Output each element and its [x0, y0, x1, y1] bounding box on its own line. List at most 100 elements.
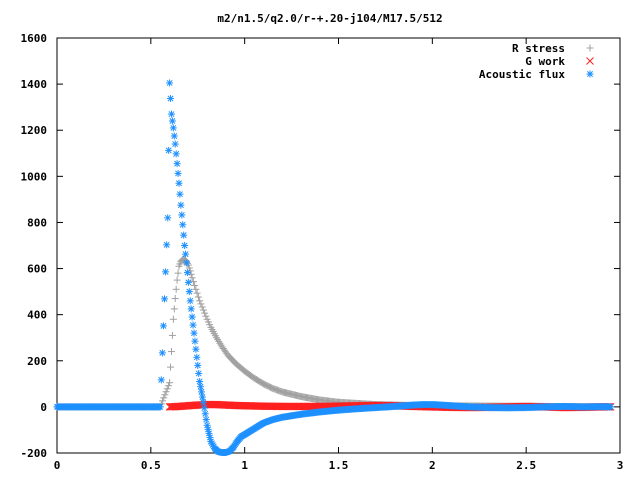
x-tick-label: 2: [429, 459, 436, 472]
data-point: [186, 297, 194, 305]
data-point: [168, 117, 176, 125]
y-tick-label: 1000: [21, 170, 48, 183]
data-point: [185, 288, 193, 296]
y-tick-label: 800: [27, 216, 47, 229]
data-point: [170, 132, 178, 140]
y-tick-label: 400: [27, 309, 47, 322]
data-point: [607, 403, 615, 411]
data-point: [164, 214, 172, 222]
x-tick-label: 1: [241, 459, 248, 472]
legend-label: G work: [525, 55, 565, 68]
data-point: [167, 363, 175, 371]
data-point: [163, 385, 171, 393]
data-point: [173, 160, 181, 168]
data-point: [201, 410, 209, 418]
data-point: [172, 285, 180, 293]
data-point: [188, 313, 196, 321]
legend-marker: [586, 70, 594, 78]
data-point: [166, 79, 174, 87]
data-point: [198, 388, 206, 396]
data-point: [199, 398, 207, 406]
data-point: [206, 433, 214, 441]
data-point: [171, 295, 179, 303]
data-point: [167, 110, 175, 118]
data-point: [165, 146, 173, 154]
data-point: [161, 295, 169, 303]
chart-title: m2/n1.5/q2.0/r-+.20-j104/M17.5/512: [217, 12, 442, 25]
data-point: [168, 331, 176, 339]
data-point: [196, 297, 204, 305]
data-point: [175, 179, 183, 187]
data-point: [197, 300, 205, 308]
data-point: [162, 388, 170, 396]
data-point: [171, 140, 179, 148]
data-point: [176, 190, 184, 198]
data-point: [197, 383, 205, 391]
data-point: [169, 124, 177, 132]
data-point: [159, 397, 167, 405]
data-point: [160, 394, 168, 402]
data-point: [167, 95, 175, 103]
data-point: [194, 361, 202, 369]
data-point: [181, 242, 189, 249]
data-point: [178, 211, 186, 219]
legend-marker: [586, 44, 594, 52]
data-point: [194, 293, 202, 301]
data-point: [157, 376, 165, 384]
data-point: [198, 393, 206, 401]
plot-frame: [56, 37, 621, 454]
data-point: [158, 349, 166, 357]
y-tick-label: 1200: [21, 124, 48, 137]
y-tick-label: -200: [21, 447, 48, 460]
y-tick-label: 600: [27, 263, 47, 276]
data-point: [156, 403, 164, 411]
data-point: [167, 348, 175, 356]
data-point: [204, 425, 212, 433]
legend-marker: [586, 57, 594, 65]
y-tick-label: 1600: [21, 32, 48, 45]
data-point: [191, 281, 199, 289]
x-tick-label: 0: [54, 459, 61, 472]
data-point: [172, 150, 180, 158]
data-point: [166, 379, 174, 387]
data-point: [179, 221, 187, 229]
data-point: [180, 231, 188, 239]
data-point: [163, 241, 171, 249]
y-tick-label: 1400: [21, 78, 48, 91]
axes-layer: 0 0.5 1 1.5 2 2.5 3 -200 0 200 400 600 800 1000 1200 14…: [21, 32, 624, 472]
data-point: [184, 278, 192, 286]
x-tick-label: 3: [617, 459, 624, 472]
data-point: [189, 321, 197, 329]
data-point: [170, 305, 178, 313]
data-point: [193, 289, 201, 297]
data-point: [192, 345, 200, 353]
series-layer: [53, 79, 615, 457]
x-tick-label: 0.5: [141, 459, 161, 472]
data-point: [182, 259, 190, 267]
data-point: [182, 250, 190, 258]
data-point: [193, 353, 201, 361]
data-point: [174, 169, 182, 177]
data-point: [201, 309, 209, 317]
data-point: [173, 276, 181, 284]
data-point: [202, 416, 210, 424]
series-r-stress: [53, 255, 615, 411]
data-point: [183, 269, 191, 277]
data-point: [187, 305, 195, 313]
data-point: [174, 269, 182, 277]
data-point: [189, 278, 197, 286]
data-point: [161, 391, 169, 399]
x-tick-label: 1.5: [329, 459, 349, 472]
data-point: [159, 322, 167, 330]
data-point: [195, 369, 203, 377]
data-point: [192, 285, 200, 293]
data-point: [169, 315, 177, 323]
x-tick-label: 2.5: [516, 459, 536, 472]
legend-label: Acoustic flux: [479, 68, 565, 81]
data-point: [199, 306, 207, 314]
series-acoustic-flux: [53, 79, 615, 457]
data-point: [202, 312, 210, 320]
